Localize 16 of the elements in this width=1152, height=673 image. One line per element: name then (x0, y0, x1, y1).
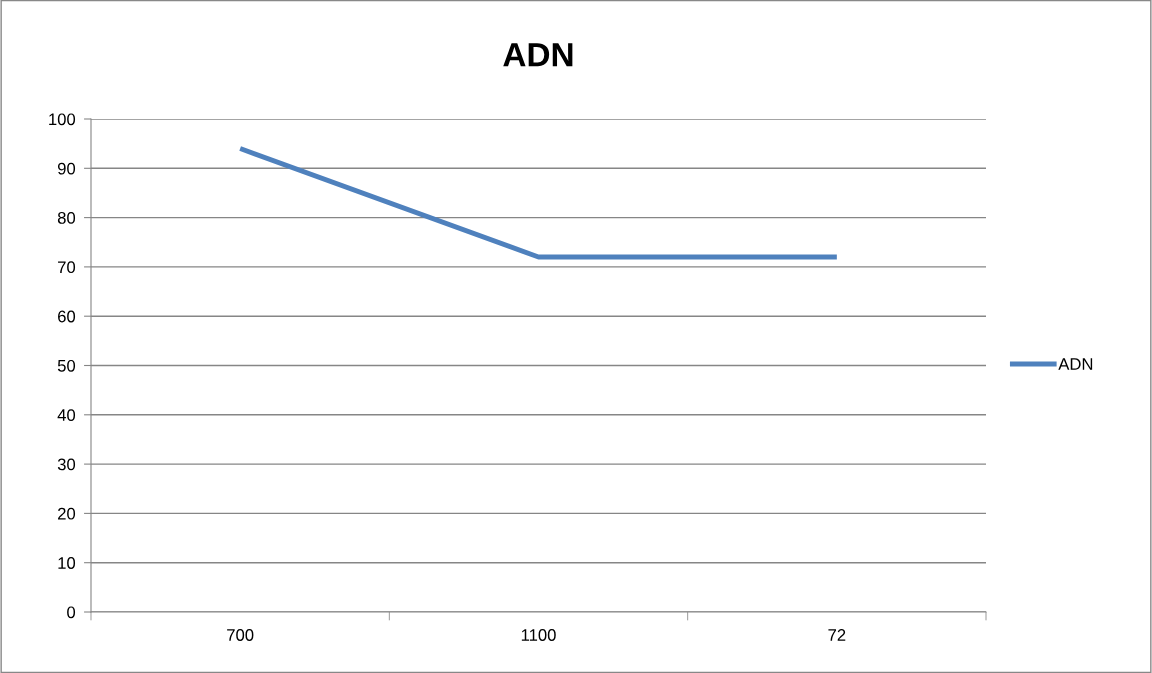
x-tick-label: 700 (227, 629, 254, 641)
y-tick-label: 50 (57, 359, 76, 372)
y-tick-label: 30 (57, 458, 76, 471)
y-tick-label: 80 (57, 212, 76, 224)
legend-label: ADN (1058, 358, 1093, 370)
y-tick-label: 40 (57, 409, 76, 421)
y-tick-label: 60 (58, 310, 76, 323)
y-tick-label: 100 (49, 113, 76, 126)
chart-title: ADN (503, 43, 573, 67)
y-tick-label: 70 (58, 261, 76, 274)
x-tick-label: 72 (828, 629, 846, 641)
y-tick-label: 0 (67, 606, 76, 619)
y-tick-label: 90 (57, 162, 76, 175)
x-tick-label: 1100 (521, 629, 556, 641)
y-tick-label: 10 (58, 557, 76, 569)
y-tick-label: 20 (58, 507, 76, 520)
